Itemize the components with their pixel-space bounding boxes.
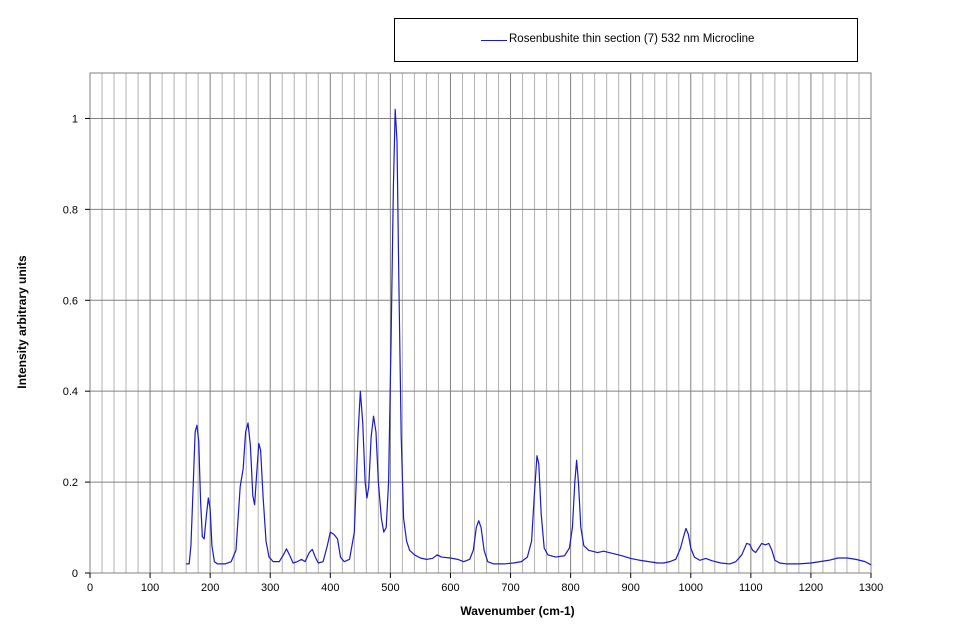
major-gridlines <box>90 73 871 573</box>
x-tick-label: 900 <box>622 582 640 594</box>
x-tick-label: 1000 <box>679 582 703 594</box>
x-tick-label: 0 <box>87 582 93 594</box>
x-axis-ticks: 0 100 200 300 400 500 600 700 800 900 1000 1100 1200… <box>87 573 883 594</box>
x-tick-label: 1200 <box>799 582 823 594</box>
y-tick-label: 0.2 <box>63 477 78 489</box>
legend-label: Rosenbushite thin section (7) 532 nm Mic… <box>509 33 755 45</box>
x-axis-title: Wavenumber (cm-1) <box>460 604 575 618</box>
x-tick-label: 1300 <box>859 582 883 594</box>
x-tick-label: 800 <box>561 582 579 594</box>
y-tick-label: 0.8 <box>63 204 78 216</box>
x-tick-label: 100 <box>141 582 159 594</box>
x-tick-label: 200 <box>201 582 219 594</box>
legend-swatch <box>481 40 507 41</box>
minor-gridlines <box>101 73 860 573</box>
y-axis-ticks: 0 0.2 0.4 0.6 0.8 1 <box>63 113 90 580</box>
legend: Rosenbushite thin section (7) 532 nm Mic… <box>394 18 858 62</box>
x-tick-label: 700 <box>501 582 519 594</box>
x-tick-label: 500 <box>381 582 399 594</box>
x-tick-label: 600 <box>441 582 459 594</box>
x-tick-label: 1100 <box>739 582 763 594</box>
y-tick-label: 0 <box>72 568 78 580</box>
plot-area <box>89 72 872 574</box>
y-tick-label: 1 <box>72 113 78 125</box>
x-tick-label: 400 <box>321 582 339 594</box>
y-tick-label: 0.6 <box>63 295 78 307</box>
series-line <box>186 108 872 566</box>
y-axis-title: Intensity arbitrary units <box>15 255 29 389</box>
series-layer <box>186 108 872 566</box>
x-tick-label: 300 <box>261 582 279 594</box>
y-tick-label: 0.4 <box>63 386 78 398</box>
